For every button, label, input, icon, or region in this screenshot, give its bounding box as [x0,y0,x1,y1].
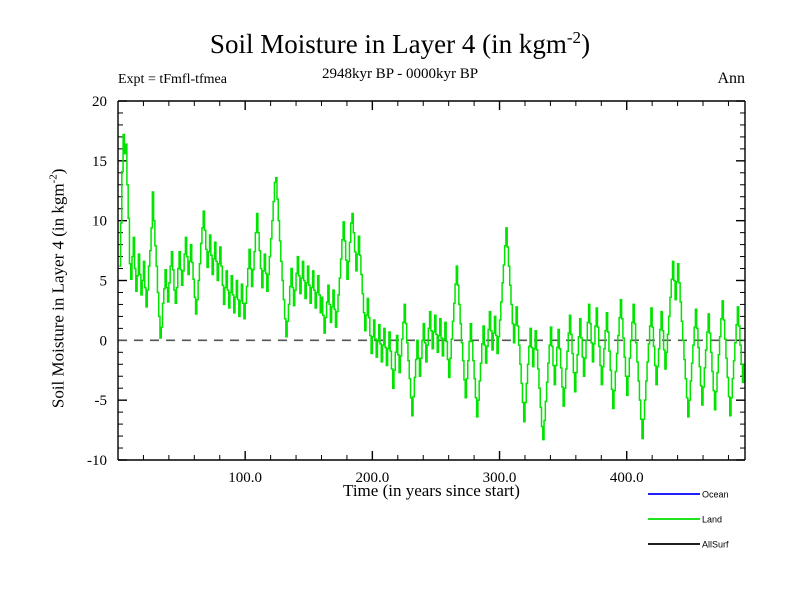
data-series-land [119,133,745,441]
minor-ticks [117,101,745,460]
y-tick-label: 10 [92,214,107,230]
x-tick-label: 100.0 [228,470,262,486]
chart-subtitle: 2948kyr BP - 0000kyr BP [321,66,479,82]
period-label: Ann [717,70,745,87]
experiment-label: Expt = tFmfl-tfmea [118,72,227,87]
y-tick-label: 20 [92,94,107,110]
x-tick-label: 200.0 [355,470,389,486]
x-tick-label: 300.0 [483,470,517,486]
chart-title-main: Soil Moisture in Layer 4 (in kgm [209,29,567,59]
x-tick-labels: 100.0 200.0 300.0 400.0 [228,470,643,486]
legend-label-allsurf: AllSurf [702,540,729,550]
x-axis-title: Time (in years since start) [343,481,520,500]
x-tick-label: 400.0 [610,470,644,486]
chart-title: Soil Moisture in Layer 4 (in kgm-2) [0,28,800,60]
y-tick-label: 0 [100,333,108,349]
y-tick-label: -10 [87,453,107,469]
y-tick-label: -5 [95,393,108,409]
major-ticks [118,100,745,461]
legend: Ocean Land AllSurf [648,490,729,550]
plot-frame [117,100,746,461]
y-tick-label: 15 [92,154,107,170]
y-tick-label: 5 [100,274,108,290]
chart-title-superscript: -2 [566,28,582,47]
chart-title-tail: ) [581,29,591,59]
legend-label-land: Land [702,515,722,525]
y-tick-labels: 20 15 10 5 0 -5 -10 [87,94,107,469]
legend-label-ocean: Ocean [702,490,729,500]
